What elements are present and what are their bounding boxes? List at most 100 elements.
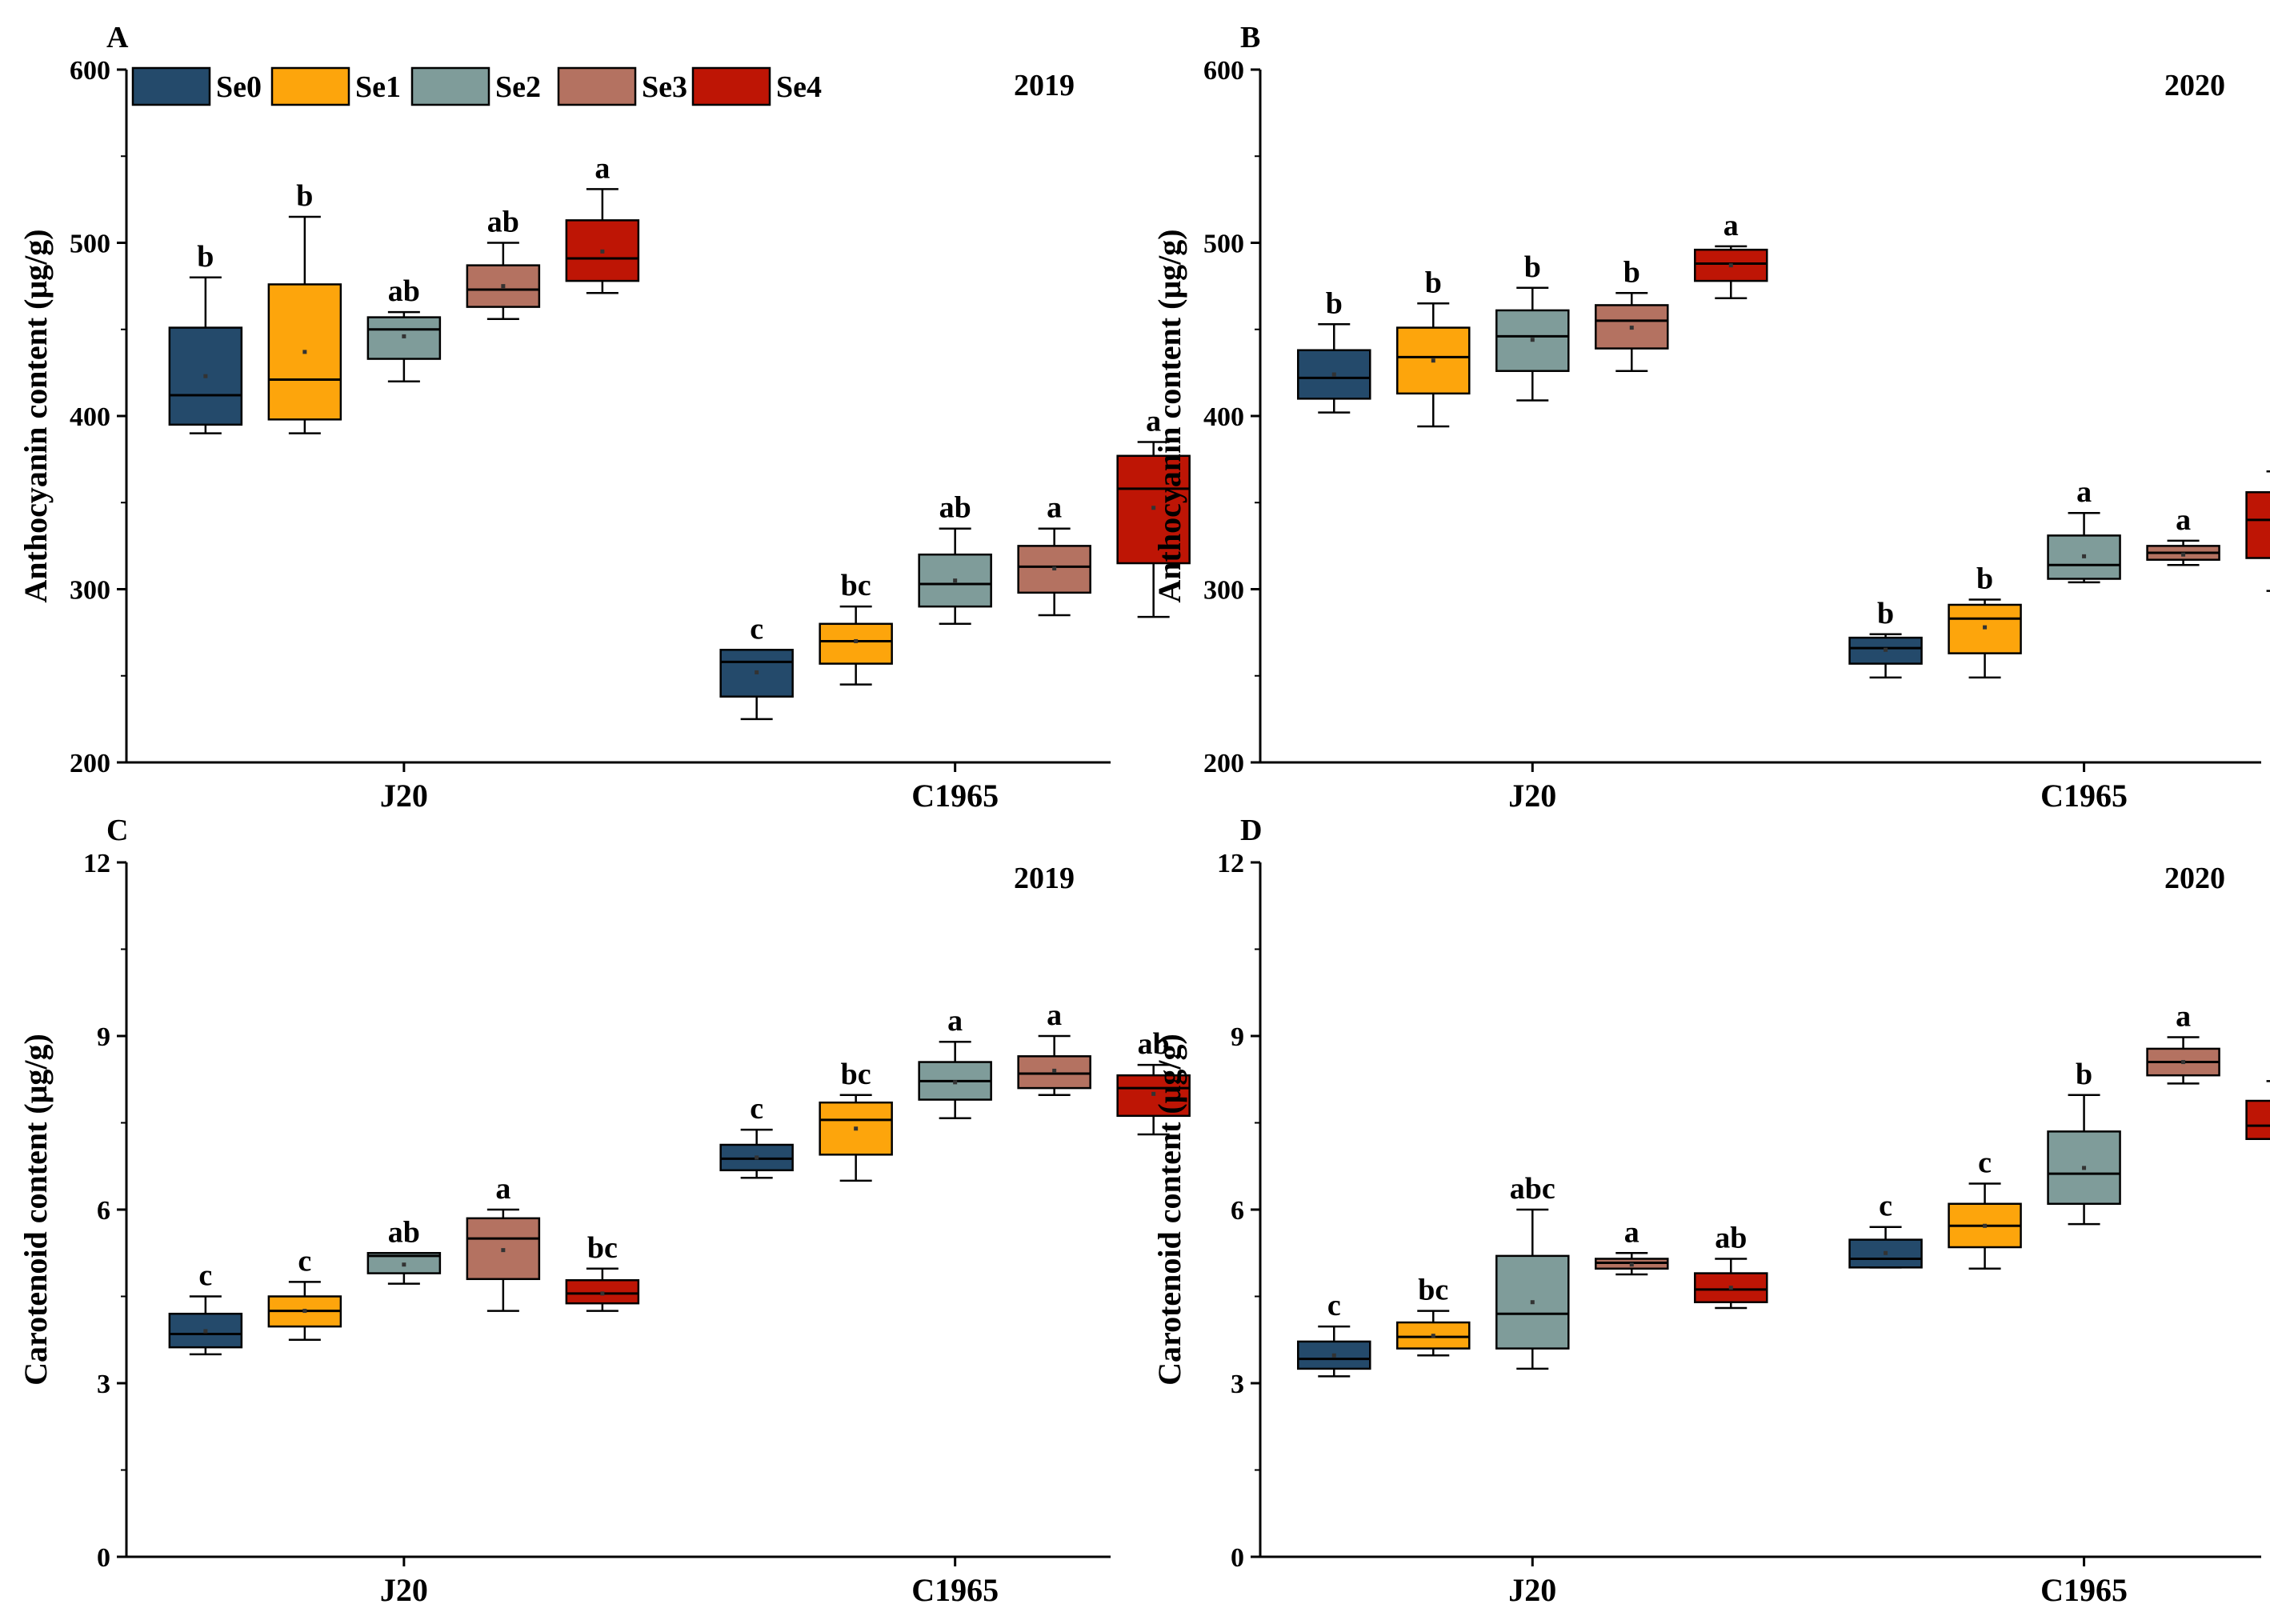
- mean-marker: [302, 350, 307, 354]
- y-tick-label: 9: [1231, 1022, 1244, 1052]
- significance-label: a: [1146, 404, 1161, 438]
- significance-label: b: [1623, 255, 1640, 289]
- legend-item-Se4: Se4: [691, 66, 822, 106]
- mean-marker: [854, 1126, 859, 1131]
- box-Se2-J20: abc: [1495, 1172, 1570, 1370]
- y-axis-title: Carotenoid content (μg/g): [18, 1034, 54, 1386]
- y-tick-label: 3: [97, 1370, 110, 1399]
- box-Se4-C1965: a: [2245, 470, 2270, 592]
- mean-marker: [953, 578, 958, 583]
- legend-swatch: [410, 66, 490, 106]
- mean-marker: [2181, 1060, 2186, 1065]
- y-tick-label: 9: [97, 1022, 110, 1052]
- mean-marker: [501, 1248, 506, 1253]
- box-Se3-C1965: a: [2146, 503, 2220, 566]
- box-Se3-J20: b: [1595, 255, 1669, 372]
- mean-marker: [402, 1262, 406, 1267]
- legend-item-Se0: Se0: [131, 66, 262, 106]
- box-iqr: [1116, 1074, 1191, 1118]
- mean-marker: [600, 1291, 605, 1296]
- x-category-label: J20: [1508, 1572, 1556, 1608]
- box-Se4-C1965: a: [1116, 404, 1191, 618]
- box-iqr: [1297, 349, 1371, 400]
- box-Se4-J20: bc: [565, 1231, 640, 1312]
- y-tick-label: 600: [70, 56, 110, 86]
- mean-marker: [1431, 1334, 1435, 1338]
- mean-marker: [1052, 566, 1057, 571]
- panel-A: 200 300 400 500 600 Anthocyanin content (μg/g…: [18, 21, 1191, 814]
- box-Se4-J20: a: [565, 151, 640, 294]
- box-iqr: [2245, 1099, 2270, 1141]
- significance-label: b: [1877, 597, 1894, 630]
- box-iqr: [819, 622, 893, 665]
- box-Se4-J20: a: [1694, 209, 1768, 300]
- year-label: 2020: [2164, 69, 2225, 102]
- significance-label: abc: [1510, 1172, 1555, 1206]
- box-Se2-J20: ab: [366, 274, 442, 382]
- significance-label: b: [296, 179, 313, 213]
- year-label: 2019: [1014, 69, 1075, 102]
- mean-marker: [2082, 554, 2087, 558]
- box-Se4-C1965: ab: [1116, 1027, 1191, 1136]
- mean-marker: [1629, 1262, 1634, 1267]
- y-tick-label: 600: [1203, 56, 1244, 86]
- mean-marker: [1530, 338, 1535, 342]
- box-Se1-C1965: bc: [819, 1058, 893, 1182]
- box-Se3-C1965: a: [1017, 491, 1091, 617]
- significance-label: a: [495, 1172, 510, 1206]
- y-tick-label: 6: [97, 1196, 110, 1226]
- box-Se2-C1965: a: [2047, 475, 2121, 584]
- significance-label: c: [1327, 1289, 1341, 1322]
- y-tick-label: 400: [70, 402, 110, 432]
- box-Se0-J20: c: [168, 1259, 243, 1356]
- box-Se2-C1965: ab: [918, 491, 992, 626]
- x-category-label: C1965: [911, 778, 999, 814]
- y-axis-title: Anthocyanin content (μg/g): [1151, 229, 1187, 602]
- box-Se1-J20: b: [1396, 266, 1471, 428]
- mean-marker: [302, 1309, 307, 1314]
- legend-label: Se4: [776, 70, 822, 104]
- panel-B: 200 300 400 500 600 Anthocyanin content (μg/g…: [1151, 21, 2270, 814]
- box-Se1-C1965: c: [1948, 1146, 2022, 1270]
- box-Se0-C1965: c: [719, 1092, 794, 1179]
- x-category-label: C1965: [2040, 778, 2128, 814]
- y-tick-label: 12: [1217, 849, 1244, 878]
- panel-letter: A: [106, 21, 129, 54]
- significance-label: a: [2176, 999, 2191, 1033]
- mean-marker: [1728, 1286, 1733, 1290]
- mean-marker: [1431, 358, 1435, 363]
- box-Se3-C1965: a: [2146, 999, 2220, 1085]
- box-Se2-J20: ab: [366, 1215, 442, 1285]
- box-Se0-C1965: c: [1848, 1190, 1923, 1269]
- significance-label: c: [1978, 1146, 1992, 1179]
- panel-letter: C: [106, 814, 128, 847]
- significance-label: a: [2076, 475, 2092, 509]
- mean-marker: [1629, 326, 1634, 330]
- box-Se3-J20: ab: [466, 206, 541, 321]
- significance-label: b: [1524, 250, 1541, 284]
- significance-label: ab: [388, 1215, 420, 1249]
- panel-C: 0 3 6 9 12 Carotenoid content (μg/g) C 2019 J20 c…: [18, 814, 1191, 1608]
- legend-label: Se0: [216, 70, 262, 104]
- x-category-label: J20: [380, 778, 428, 814]
- mean-marker: [1331, 372, 1336, 377]
- box-Se3-J20: a: [1595, 1215, 1669, 1276]
- significance-label: ab: [1138, 1027, 1170, 1061]
- y-tick-label: 200: [1203, 749, 1244, 778]
- y-tick-label: 300: [1203, 576, 1244, 606]
- significance-label: b: [197, 240, 214, 274]
- significance-label: ab: [1715, 1221, 1747, 1254]
- mean-marker: [1151, 506, 1156, 510]
- box-Se2-C1965: b: [2047, 1058, 2121, 1226]
- significance-label: c: [198, 1259, 212, 1293]
- legend: Se0 Se1 Se2 Se3 Se4: [131, 66, 822, 106]
- y-tick-label: 300: [70, 576, 110, 606]
- significance-label: b: [2076, 1058, 2092, 1091]
- mean-marker: [1884, 1250, 1888, 1255]
- y-tick-label: 400: [1203, 402, 1244, 432]
- mean-marker: [1530, 1300, 1535, 1305]
- box-iqr: [1017, 545, 1091, 594]
- significance-label: a: [2176, 503, 2191, 537]
- box-Se1-C1965: b: [1948, 562, 2022, 679]
